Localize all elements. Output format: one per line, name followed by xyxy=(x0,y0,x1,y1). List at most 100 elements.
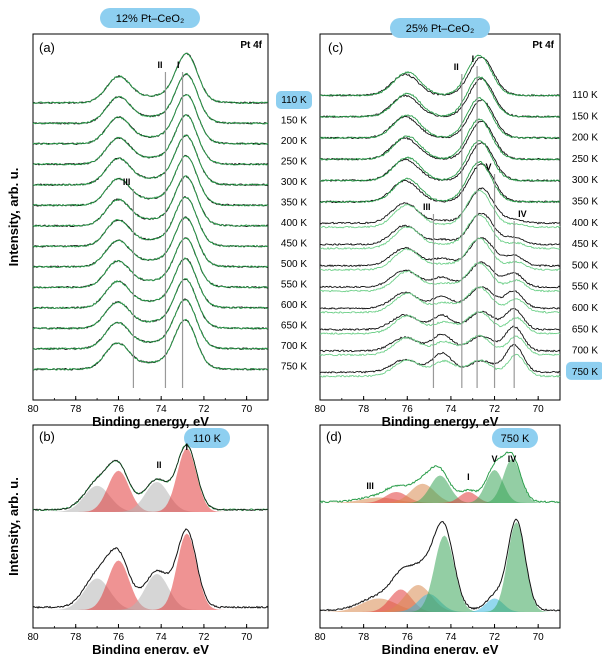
panel-a-xtick-label: 76 xyxy=(113,404,125,415)
component-peak-green xyxy=(324,459,556,503)
spectrum-line-600-K xyxy=(319,286,561,310)
panel-a-frame xyxy=(32,33,269,401)
temperature-label: 750 K xyxy=(281,362,307,373)
fit-line-250-K xyxy=(319,118,561,161)
panel-c-xtick-label: 70 xyxy=(533,404,545,415)
panel-a-xtick-label: 72 xyxy=(198,404,210,415)
spectrum-line-200-K xyxy=(319,99,561,140)
panel-a-letter: (a) xyxy=(39,40,55,55)
fit-line-550-K xyxy=(319,261,561,293)
spectrum-line-300-K xyxy=(319,141,561,182)
temperature-label: 600 K xyxy=(572,303,598,314)
temperature-label: 300 K xyxy=(281,177,307,188)
spectrum-line-350-K xyxy=(319,163,561,204)
fit-line-150-K xyxy=(319,76,561,119)
temperature-label: 650 K xyxy=(572,324,598,335)
panel-c-xtick-label: 78 xyxy=(358,404,370,415)
peak-marker-label: III xyxy=(423,202,431,212)
temperature-label: 500 K xyxy=(572,260,598,271)
temperature-label: 600 K xyxy=(281,300,307,311)
temperature-label: 300 K xyxy=(572,175,598,186)
component-peak-green xyxy=(324,522,556,612)
component-peak-gray xyxy=(37,485,264,512)
temperature-label: 150 K xyxy=(281,116,307,127)
fit-line-500-K xyxy=(32,216,269,269)
fit-line-300-K xyxy=(319,140,561,183)
panel-c-xlabel: Binding energy, eV xyxy=(382,414,499,429)
fit-line-600-K xyxy=(32,257,269,310)
fit-line-200-K xyxy=(32,94,269,146)
fit-line-250-K xyxy=(32,114,269,166)
fit-line-110-K xyxy=(32,52,269,105)
fit-line-650-K xyxy=(32,277,269,330)
spectrum-110K-bottom xyxy=(32,528,269,609)
panel-a-xlabel: Binding energy, eV xyxy=(92,414,209,429)
panel-d-xtick-label: 76 xyxy=(402,632,414,643)
panel-b-xlabel: Binding energy, eV xyxy=(92,642,209,654)
peak-marker-label: II xyxy=(157,60,162,70)
fit-line-450-K xyxy=(319,213,561,250)
panel-c-xtick-label: 80 xyxy=(314,404,326,415)
fit-line-300-K xyxy=(32,134,269,187)
spectrum-line-700-K xyxy=(319,325,561,353)
spectrum-line-750-K xyxy=(319,343,561,374)
temperature-label: 550 K xyxy=(572,282,598,293)
peak-label: II xyxy=(157,460,162,470)
badge-12pct-text: 12% Pt–CeO₂ xyxy=(116,13,184,25)
spectrum-line-450-K xyxy=(320,212,561,246)
panel-a-xtick-label: 78 xyxy=(70,404,82,415)
temperature-label: 250 K xyxy=(281,157,307,168)
badge-25pct xyxy=(390,18,490,38)
fit-line-200-K xyxy=(319,96,561,140)
temperature-label: 150 K xyxy=(572,111,598,122)
temperature-label: 700 K xyxy=(572,346,598,357)
panel-d-frame xyxy=(319,424,561,629)
temperature-label: 200 K xyxy=(572,133,598,144)
panel-b-xtick-label: 80 xyxy=(27,632,39,643)
temperature-label: 350 K xyxy=(281,198,307,209)
badge-110K-text: 110 K xyxy=(193,433,222,445)
temperature-label: 500 K xyxy=(281,259,307,270)
fit-line-750-K xyxy=(32,318,269,371)
temperature-label: 200 K xyxy=(281,136,307,147)
badge-12pct xyxy=(100,8,200,28)
temperature-label: 450 K xyxy=(281,239,307,250)
temperature-label: 110 K xyxy=(281,95,307,106)
panel-d-xlabel: Binding energy, eV xyxy=(382,642,499,654)
badge-750K xyxy=(492,428,538,448)
peak-marker-label: II xyxy=(454,62,459,72)
temperature-label: 350 K xyxy=(572,197,598,208)
component-peak-gray xyxy=(37,482,264,512)
fit-line-400-K xyxy=(32,175,269,228)
peak-marker-label: I xyxy=(472,54,475,64)
temperature-label: 450 K xyxy=(572,239,598,250)
fit-line-700-K xyxy=(32,298,269,351)
temperature-label: 550 K xyxy=(281,280,307,291)
fit-line-350-K xyxy=(320,161,561,204)
spectrum-110K-top-raw xyxy=(32,443,269,512)
fit-line-650-K xyxy=(319,310,561,335)
panel-b-xtick-label: 76 xyxy=(113,632,125,643)
badge-750K-text: 750 K xyxy=(501,433,530,445)
temperature-label: 650 K xyxy=(281,321,307,332)
temperature-label: 700 K xyxy=(281,341,307,352)
peak-marker-label: I xyxy=(177,60,180,70)
panel-b-xtick-label: 78 xyxy=(70,632,82,643)
panel-b-ylabel: Intensity, arb. u. xyxy=(6,477,21,576)
panel-a-xtick-label: 70 xyxy=(241,404,253,415)
fit-line-750-K xyxy=(319,353,561,378)
panel-a-ylabel: Intensity, arb. u. xyxy=(6,168,21,267)
temperature-highlight xyxy=(276,91,312,109)
panel-c-corner-label: Pt 4f xyxy=(532,40,554,51)
temperature-label: 110 K xyxy=(572,90,598,101)
spectrum-line-110-K xyxy=(319,56,561,97)
fit-line-500-K xyxy=(319,237,561,272)
panel-c-xtick-label: 74 xyxy=(445,404,457,415)
panel-d-letter: (d) xyxy=(326,429,342,444)
spectrum-line-250-K xyxy=(320,120,561,161)
spectrum-line-150-K xyxy=(319,77,561,119)
peak-label: III xyxy=(366,481,374,491)
fit-line-150-K xyxy=(32,73,269,125)
panel-b-letter: (b) xyxy=(39,429,55,444)
